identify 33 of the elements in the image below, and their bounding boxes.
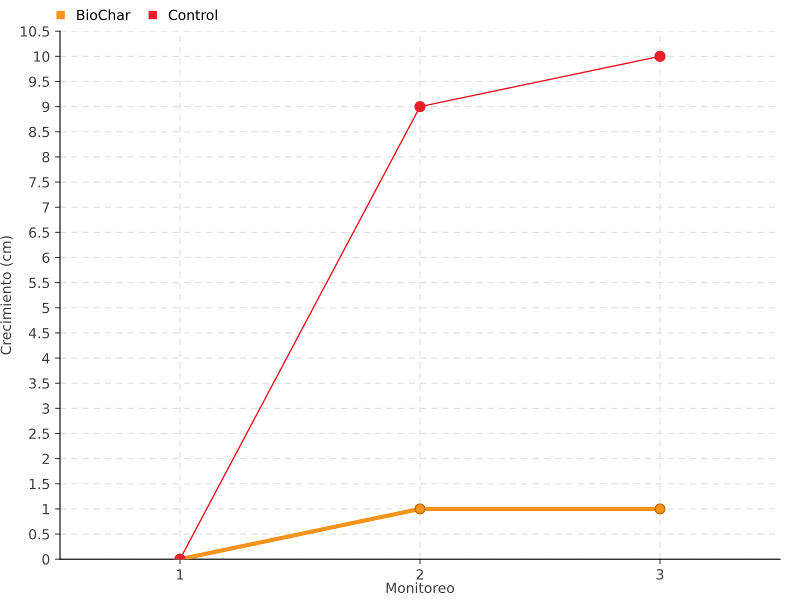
- y-tick-label: 9.5: [29, 76, 50, 87]
- y-tick-label: 0.5: [29, 529, 50, 540]
- y-tick-label: 6.5: [29, 227, 50, 238]
- y-tick-label: 3.5: [29, 378, 50, 389]
- y-tick-label: 4.5: [28, 328, 50, 338]
- y-tick-label: 1: [42, 504, 49, 514]
- y-tick-label: 5: [42, 302, 50, 314]
- y-tick-label: 0: [42, 554, 50, 565]
- y-tick-label: 7.5: [29, 177, 50, 188]
- x-tick-label: 1: [177, 569, 184, 580]
- y-tick-label: 4: [42, 353, 50, 364]
- y-tick-label: 1.5: [30, 478, 50, 490]
- y-axis-title: Crecimiento (cm): [0, 236, 13, 355]
- legend-label: Control: [168, 9, 217, 20]
- point: [414, 101, 426, 112]
- x-tick-label: 3: [656, 569, 664, 580]
- y-tick-label: 9: [42, 102, 50, 112]
- y-tick-label: 3: [42, 403, 50, 414]
- point: [414, 503, 426, 514]
- x-tick-label: 2: [416, 569, 424, 580]
- y-tick-label: 2.5: [29, 428, 50, 439]
- point: [654, 503, 666, 514]
- y-tick-label: 2: [42, 454, 49, 464]
- y-tick-label: 10: [34, 51, 50, 62]
- y-tick-label: 10.5: [20, 26, 50, 37]
- x-axis-title: Monitoreo: [386, 582, 454, 594]
- y-tick-label: 8.5: [29, 126, 50, 138]
- y-tick-label: 5.5: [29, 278, 50, 288]
- y-tick-label: 7: [42, 202, 50, 212]
- legend-label: BioChar: [77, 9, 131, 20]
- y-tick-label: 8: [42, 152, 50, 162]
- y-tick-label: 6: [42, 252, 50, 263]
- point: [654, 50, 666, 62]
